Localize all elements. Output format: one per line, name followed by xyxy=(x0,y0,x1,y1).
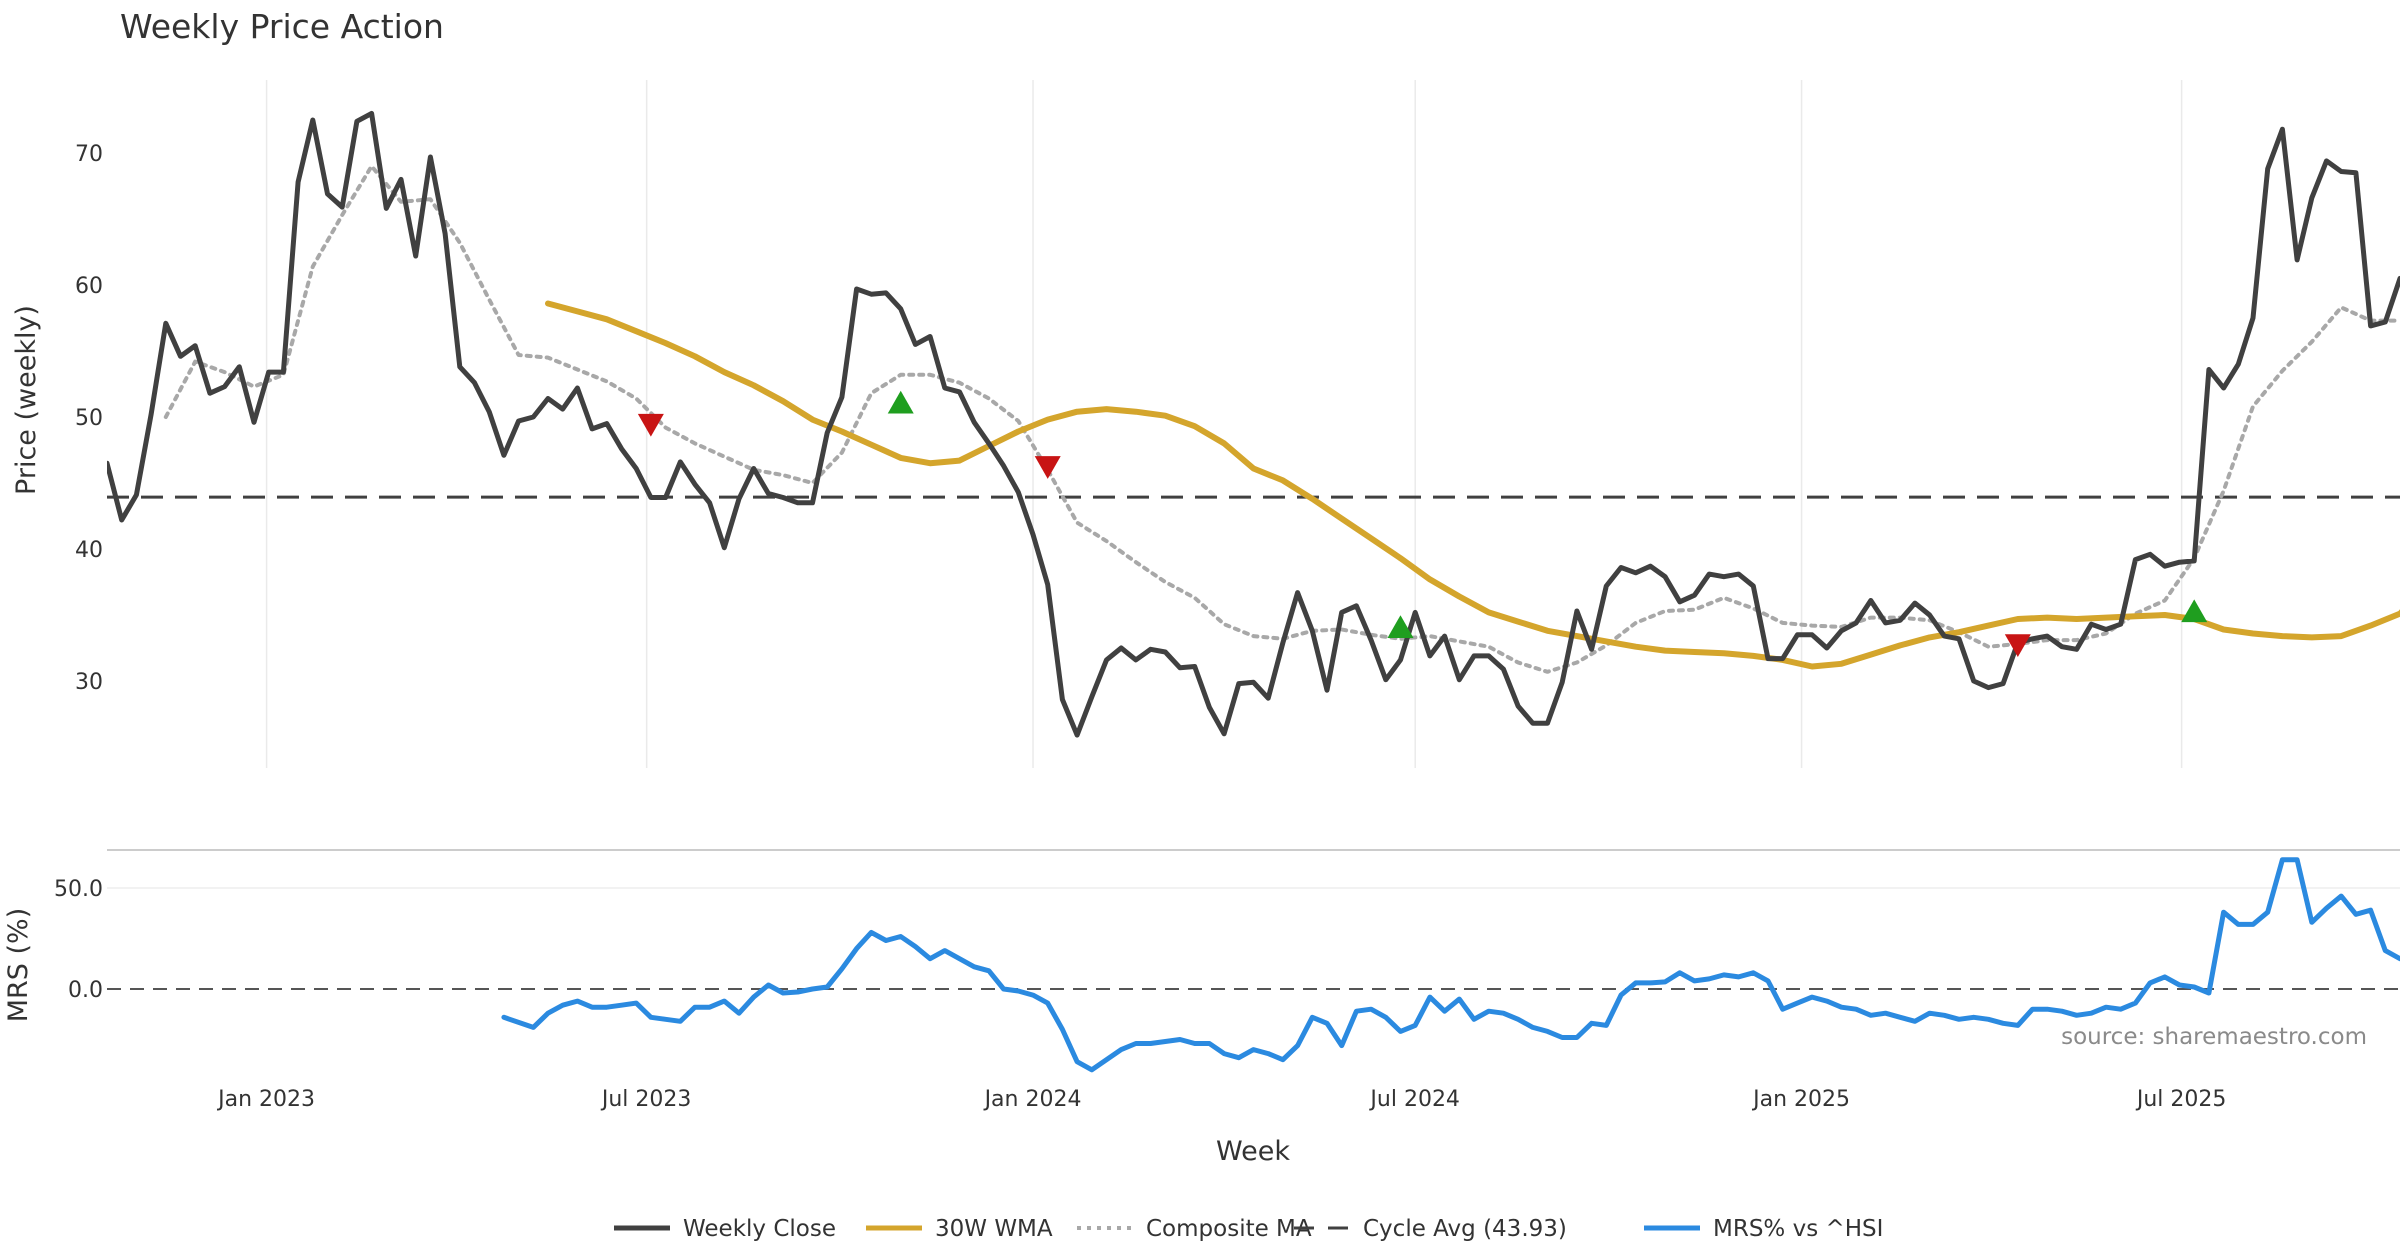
price-grid xyxy=(265,80,2183,768)
mrs-y-tick-label: 0.0 xyxy=(68,978,103,1003)
legend-item: Composite MA xyxy=(1077,1216,1312,1242)
price-y-tick-label: 70 xyxy=(75,142,103,167)
series-30w-wma xyxy=(545,300,2400,670)
buy-signal-marker xyxy=(2181,599,2208,623)
source-note: source: sharemaestro.com xyxy=(2061,1024,2367,1050)
x-ticks: Jan 2023 Jul 2023 Jan 2024 Jul 2024 Jan 2025… xyxy=(216,1087,2226,1112)
signal-markers xyxy=(637,390,2208,658)
sell-signal-marker xyxy=(2004,634,2031,658)
legend-label: MRS% vs ^HSI xyxy=(1713,1216,1883,1242)
price-y-tick-label: 30 xyxy=(75,670,103,695)
legend: Weekly Close 30W WMA Composite MA Cycle Avg… xyxy=(614,1216,1883,1242)
mrs-y-axis-title: MRS (%) xyxy=(3,908,34,1023)
mrs-layer xyxy=(501,857,2400,1073)
price-y-axis-title: Price (weekly) xyxy=(11,305,42,495)
legend-item: Weekly Close xyxy=(614,1216,836,1242)
series-mrs-vs-hsi xyxy=(501,857,2400,1073)
series-weekly-close xyxy=(107,110,2400,738)
legend-label: 30W WMA xyxy=(935,1216,1053,1242)
price-y-ticks: 30 40 50 60 70 xyxy=(75,142,103,695)
price-y-tick-label: 40 xyxy=(75,538,103,563)
x-tick-label: Jul 2023 xyxy=(600,1087,692,1112)
legend-item: Cycle Avg (43.93) xyxy=(1294,1216,1567,1242)
legend-label: Composite MA xyxy=(1146,1216,1312,1242)
x-tick-label: Jan 2024 xyxy=(983,1087,1082,1112)
buy-signal-marker xyxy=(1387,615,1414,638)
x-tick-label: Jul 2024 xyxy=(1368,1087,1460,1112)
mrs-y-ticks: 50.0 0.0 xyxy=(54,877,103,1003)
chart-title: Weekly Price Action xyxy=(120,7,444,46)
legend-label: Weekly Close xyxy=(683,1216,836,1242)
price-y-tick-label: 50 xyxy=(75,406,103,431)
sell-signal-marker xyxy=(1034,456,1061,479)
x-tick-label: Jan 2025 xyxy=(1751,1087,1850,1112)
buy-signal-marker xyxy=(887,390,914,414)
sell-signal-marker xyxy=(637,413,664,437)
legend-item: MRS% vs ^HSI xyxy=(1644,1216,1883,1242)
legend-item: 30W WMA xyxy=(866,1216,1053,1242)
x-tick-label: Jan 2023 xyxy=(216,1087,315,1112)
mrs-y-tick-label: 50.0 xyxy=(54,877,103,902)
x-axis-title: Week xyxy=(1216,1136,1290,1167)
series-composite-ma xyxy=(163,164,2400,674)
series-layer xyxy=(107,110,2400,738)
legend-label: Cycle Avg (43.93) xyxy=(1363,1216,1567,1242)
x-tick-label: Jul 2025 xyxy=(2135,1087,2227,1112)
price-y-tick-label: 60 xyxy=(75,274,103,299)
